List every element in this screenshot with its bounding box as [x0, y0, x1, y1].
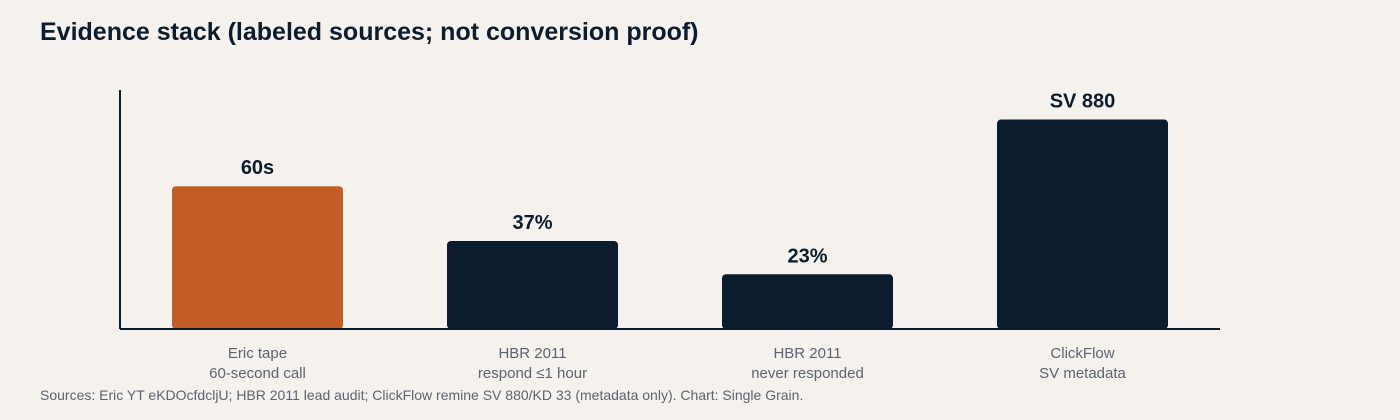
x-tick-label-3-0: ClickFlow: [1050, 345, 1114, 362]
x-tick-label-3-1: SV metadata: [1039, 365, 1126, 382]
x-tick-label-2-0: HBR 2011: [773, 345, 841, 362]
x-tick-label-0-0: Eric tape: [228, 345, 287, 362]
labels-layer: 60s Eric tape 60-second call 37% HBR 2011 res…: [209, 91, 1126, 382]
bar-value-label-2: 23%: [787, 245, 827, 267]
x-tick-label-0-1: 60-second call: [209, 365, 306, 382]
bar-2: [722, 274, 893, 329]
bar-1: [447, 240, 618, 329]
x-tick-label-2-1: never responded: [751, 365, 864, 382]
bar-value-label-3: SV 880: [1050, 91, 1116, 113]
bar-value-label-1: 37%: [512, 212, 552, 234]
source-note: Sources: Eric YT eKDOcfdcljU; HBR 2011 l…: [40, 387, 804, 403]
bar-value-label-0: 60s: [241, 157, 274, 179]
bar-0: [172, 186, 343, 329]
x-tick-label-1-1: respond ≤1 hour: [478, 365, 587, 382]
bar-3: [997, 119, 1168, 329]
chart-title: Evidence stack (labeled sources; not con…: [40, 18, 699, 46]
bars-layer: [172, 119, 1168, 329]
x-tick-label-1-0: HBR 2011: [498, 345, 566, 362]
